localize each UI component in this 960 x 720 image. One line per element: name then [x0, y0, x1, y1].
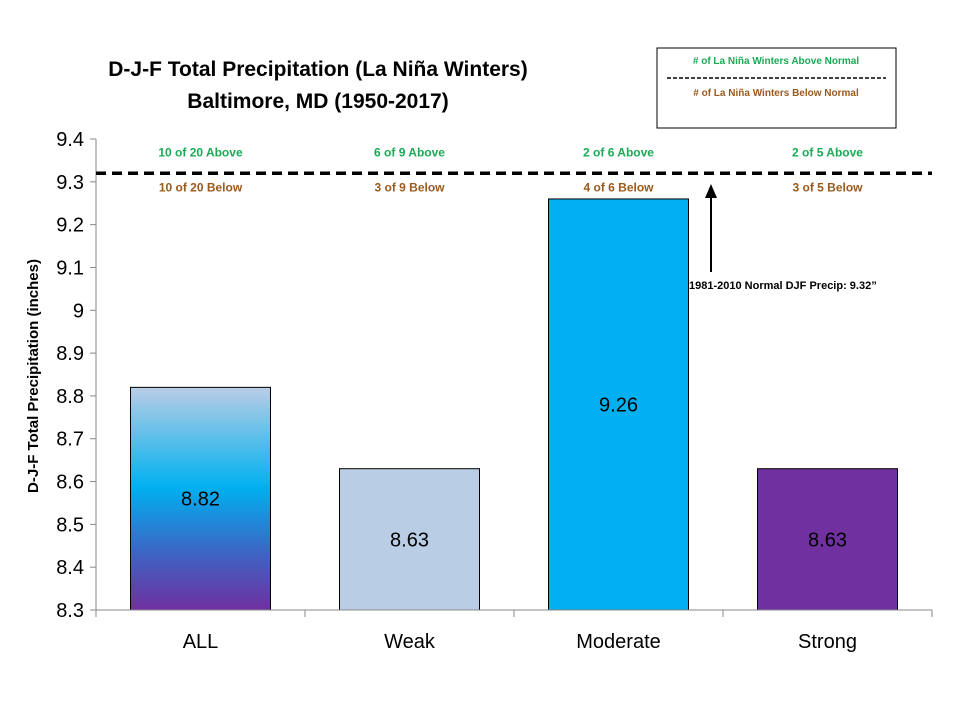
y-tick-label: 9	[73, 300, 84, 322]
y-tick-label: 9.2	[56, 215, 84, 237]
bar-value-label: 8.63	[390, 529, 429, 551]
above-normal-count: 2 of 5 Above	[792, 145, 863, 159]
above-normal-count: 10 of 20 Above	[158, 145, 243, 159]
bars: 8.82 8.63 9.26 8.63	[130, 198, 898, 611]
above-below-annotations: 10 of 20 Above 10 of 20 Below 6 of 9 Above…	[158, 145, 863, 194]
normal-arrow	[705, 184, 717, 272]
y-axis-ticks: 8.3 8.4 8.5 8.6 8.7 8.8 8.9 9 9.1 9.2 9.3 9.4 ALL Wea…	[56, 129, 933, 653]
legend-box: # of La Niña Winters Above Normal # of L…	[656, 47, 897, 129]
normal-precip-label: 1981-2010 Normal DJF Precip: 9.32”	[689, 280, 877, 292]
above-normal-count: 6 of 9 Above	[374, 145, 445, 159]
chart-title-line2: Baltimore, MD (1950-2017)	[187, 90, 448, 113]
legend-below-text: # of La Niña Winters Below Normal	[693, 88, 859, 99]
below-normal-count: 3 of 5 Below	[792, 180, 863, 194]
y-tick-label: 8.8	[56, 386, 84, 408]
below-normal-count: 3 of 9 Below	[374, 180, 445, 194]
legend-above-text: # of La Niña Winters Above Normal	[693, 56, 859, 67]
y-tick-label: 8.7	[56, 429, 84, 451]
y-tick-label: 9.1	[56, 257, 84, 279]
x-category-label: Weak	[384, 631, 436, 653]
x-category-label: Strong	[798, 631, 857, 653]
bar-value-label: 9.26	[599, 394, 638, 416]
x-category-label: ALL	[183, 631, 219, 653]
x-category-label: Moderate	[576, 631, 661, 653]
y-axis-label: D-J-F Total Precipitation (inches)	[25, 259, 42, 493]
bar-strong	[757, 468, 898, 611]
y-tick-label: 8.6	[56, 472, 84, 494]
bar-moderate	[548, 198, 689, 611]
below-normal-count: 10 of 20 Below	[159, 180, 243, 194]
y-tick-label: 8.5	[56, 514, 84, 536]
above-normal-count: 2 of 6 Above	[583, 145, 654, 159]
y-tick-label: 9.4	[56, 129, 84, 151]
bar-weak	[339, 468, 480, 611]
y-tick-label: 8.4	[56, 557, 84, 579]
chart-title-line1: D-J-F Total Precipitation (La Niña Winte…	[108, 58, 527, 81]
bar-value-label: 8.63	[808, 529, 847, 551]
y-tick-label: 9.3	[56, 172, 84, 194]
below-normal-count: 4 of 6 Below	[583, 180, 654, 194]
bar-all	[130, 386, 271, 611]
y-tick-label: 8.9	[56, 343, 84, 365]
bar-value-label: 8.82	[181, 489, 220, 511]
y-tick-label: 8.3	[56, 600, 84, 622]
